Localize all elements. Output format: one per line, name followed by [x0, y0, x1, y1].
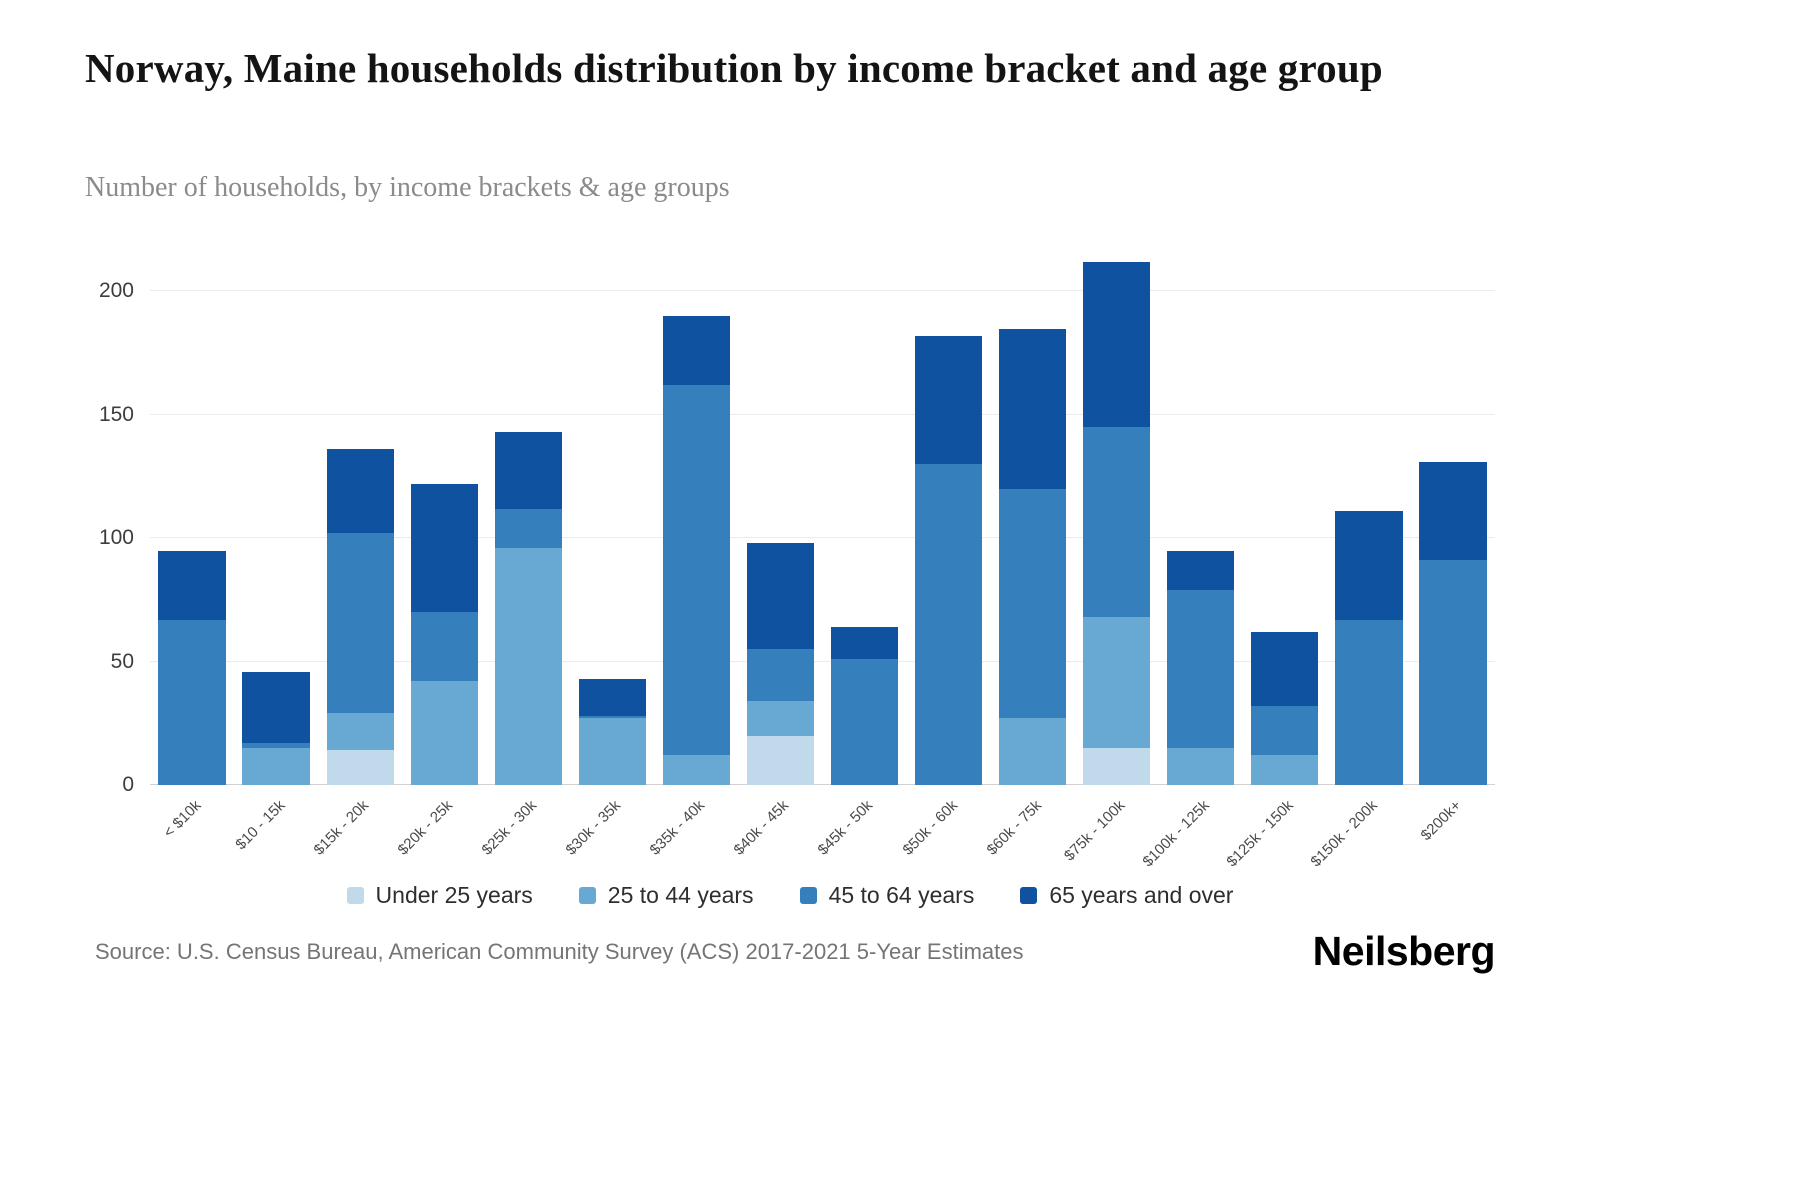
- plot-area: 0 50 100 150 200 < $10k $10 - 15k $15k - 20k $20…: [99, 252, 1495, 870]
- bar-10k-45-to-64-years: [158, 619, 226, 785]
- bar-50k-60k-45-to-64-years: [914, 464, 983, 785]
- y-axis-label-0: 0: [122, 773, 134, 796]
- bar-75k-100k-under-25-years: [1083, 748, 1151, 785]
- bar-75k-100k-65-years-and-over: [1083, 261, 1151, 428]
- bar-40k-45k-65-years-and-over: [746, 543, 815, 650]
- gridline-150: [150, 413, 1495, 415]
- x-axis-label-200k: $200k+: [1417, 797, 1465, 845]
- bar-10-15k-65-years-and-over: [242, 671, 310, 744]
- gridline-100: [150, 537, 1495, 539]
- legend-swatch-45-to-64-years: [799, 887, 817, 904]
- bar-40k-45k-25-to-44-years: [746, 701, 815, 736]
- legend-swatch-25-to-44-years: [578, 887, 596, 904]
- bar-40k-45k-45-to-64-years: [746, 649, 815, 702]
- legend-item-45-to-64-years: 45 to 64 years: [799, 882, 975, 909]
- x-axis-label-25k-30k: $25k - 30k: [478, 797, 541, 859]
- bar-60k-75k-25-to-44-years: [999, 718, 1067, 785]
- bar-15k-20k-under-25-years: [326, 750, 394, 785]
- brand-logo: Neilsberg: [1312, 928, 1496, 974]
- footer: Source: U.S. Census Bureau, American Com…: [95, 928, 1496, 975]
- bar-25k-30k-25-to-44-years: [494, 548, 562, 785]
- bar-30k-35k-45-to-64-years: [578, 715, 646, 719]
- x-axis-label-50k-60k: $50k - 60k: [899, 797, 961, 859]
- x-axis-label-15k-20k: $15k - 20k: [310, 797, 373, 859]
- bar-10k-65-years-and-over: [158, 550, 226, 620]
- bar-35k-40k-65-years-and-over: [662, 316, 731, 386]
- x-axis-label-10k: < $10k: [159, 797, 205, 842]
- bar-40k-45k-under-25-years: [746, 735, 815, 785]
- legend: Under 25 years 25 to 44 years 45 to 64 yea…: [85, 882, 1495, 909]
- bar-45k-50k-65-years-and-over: [830, 627, 899, 660]
- gridline-200: [150, 290, 1495, 292]
- bar-25k-30k-45-to-64-years: [494, 508, 562, 549]
- x-axis-label-100k-125k: $100k - 125k: [1139, 797, 1213, 871]
- bar-150k-200k-65-years-and-over: [1335, 511, 1403, 620]
- x-axis-label-30k-35k: $30k - 35k: [562, 797, 625, 859]
- source-attribution: Source: U.S. Census Bureau, American Com…: [95, 938, 1024, 964]
- bar-45k-50k-45-to-64-years: [830, 659, 899, 785]
- x-axis-label-20k-25k: $20k - 25k: [394, 797, 457, 859]
- chart-title: Norway, Maine households distribution by…: [85, 45, 1383, 91]
- x-axis-label-60k-75k: $60k - 75k: [983, 797, 1045, 859]
- bar-125k-150k-45-to-64-years: [1251, 706, 1319, 756]
- bar-100k-125k-65-years-and-over: [1167, 550, 1235, 591]
- bar-15k-20k-65-years-and-over: [326, 449, 394, 534]
- bar-60k-75k-65-years-and-over: [999, 328, 1067, 489]
- gridline-50: [150, 660, 1495, 662]
- bar-20k-25k-25-to-44-years: [410, 681, 478, 785]
- bar-200k-45-to-64-years: [1419, 560, 1487, 785]
- bar-35k-40k-45-to-64-years: [662, 385, 731, 756]
- bar-75k-100k-45-to-64-years: [1083, 427, 1151, 618]
- legend-label-under-25-years: Under 25 years: [375, 882, 533, 908]
- bar-150k-200k-45-to-64-years: [1335, 619, 1403, 785]
- legend-swatch-65-years-and-over: [1020, 887, 1038, 904]
- bar-35k-40k-25-to-44-years: [662, 755, 731, 785]
- y-axis-label-50: 50: [110, 649, 134, 673]
- bar-30k-35k-25-to-44-years: [578, 718, 646, 785]
- y-axis-label-100: 100: [98, 526, 134, 550]
- bar-10-15k-25-to-44-years: [242, 748, 310, 785]
- bar-50k-60k-65-years-and-over: [914, 335, 983, 465]
- x-axis-label-75k-100k: $75k - 100k: [1061, 797, 1129, 865]
- x-axis-label-35k-40k: $35k - 40k: [646, 797, 709, 859]
- gridline-0: [150, 784, 1495, 785]
- bar-30k-35k-65-years-and-over: [578, 678, 646, 716]
- legend-label-65-years-and-over: 65 years and over: [1049, 882, 1234, 908]
- y-axis-label-150: 150: [98, 402, 134, 426]
- bar-20k-25k-65-years-and-over: [410, 483, 478, 613]
- x-axis-label-45k-50k: $45k - 50k: [815, 797, 877, 859]
- x-axis-label-150k-200k: $150k - 200k: [1307, 797, 1381, 871]
- bar-125k-150k-25-to-44-years: [1251, 755, 1319, 785]
- legend-item-under-25-years: Under 25 years: [346, 882, 533, 909]
- bar-25k-30k-65-years-and-over: [494, 432, 562, 509]
- bar-20k-25k-45-to-64-years: [410, 612, 478, 682]
- bar-10-15k-45-to-64-years: [242, 743, 310, 748]
- bar-100k-125k-45-to-64-years: [1167, 590, 1235, 748]
- x-axis-label-10-15k: $10 - 15k: [231, 797, 289, 854]
- chart-subtitle: Number of households, by income brackets…: [85, 172, 730, 203]
- bar-200k-65-years-and-over: [1419, 461, 1487, 561]
- bar-125k-150k-65-years-and-over: [1251, 632, 1319, 707]
- legend-swatch-under-25-years: [346, 887, 364, 904]
- x-axis-label-40k-45k: $40k - 45k: [730, 797, 793, 859]
- legend-item-25-to-44-years: 25 to 44 years: [578, 882, 754, 909]
- legend-item-65-years-and-over: 65 years and over: [1020, 882, 1233, 909]
- bar-100k-125k-25-to-44-years: [1167, 748, 1235, 785]
- x-axis-label-125k-150k: $125k - 150k: [1223, 797, 1297, 871]
- bar-15k-20k-25-to-44-years: [326, 713, 394, 751]
- legend-label-25-to-44-years: 25 to 44 years: [607, 882, 754, 908]
- bar-60k-75k-45-to-64-years: [999, 488, 1067, 719]
- bar-75k-100k-25-to-44-years: [1083, 617, 1151, 748]
- legend-label-45-to-64-years: 45 to 64 years: [828, 882, 975, 908]
- bar-15k-20k-45-to-64-years: [326, 533, 394, 714]
- y-axis-label-200: 200: [98, 279, 134, 303]
